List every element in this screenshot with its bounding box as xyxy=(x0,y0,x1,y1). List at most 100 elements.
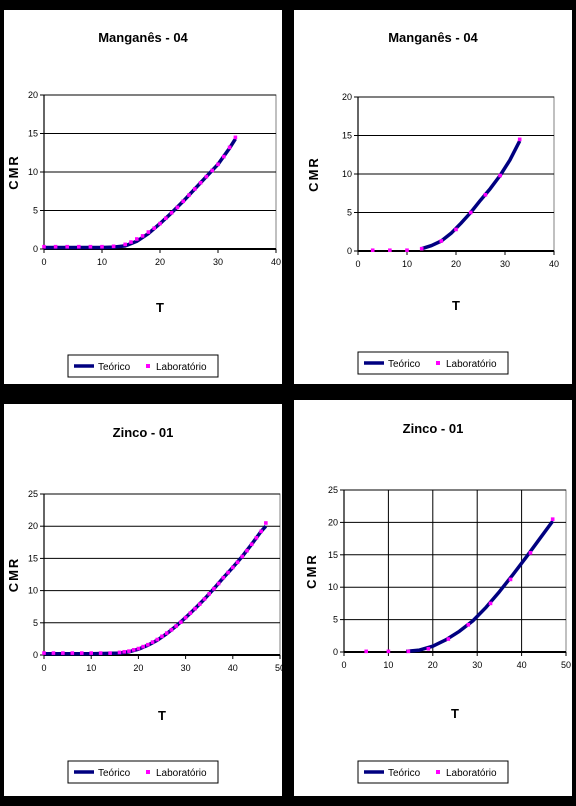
legend-label-laboratorio: Laboratório xyxy=(156,768,207,779)
data-point-laboratorio xyxy=(146,642,150,647)
data-point-laboratorio xyxy=(70,651,75,655)
y-axis-title: CMR xyxy=(304,553,319,589)
data-point-laboratorio xyxy=(187,193,191,197)
data-point-laboratorio xyxy=(254,535,259,540)
data-point-laboratorio xyxy=(140,234,145,238)
data-point-laboratorio xyxy=(197,602,202,606)
chart-svg: Manganês - 04 0 5 10 15 20 0 10 20 30 40 T CMR Teóric… xyxy=(306,30,559,375)
legend-swatch-laboratorio xyxy=(436,361,440,365)
x-axis-title: T xyxy=(158,708,166,723)
x-tick-label: 0 xyxy=(355,259,360,269)
data-point-laboratorio xyxy=(202,597,207,601)
data-point-laboratorio xyxy=(193,606,197,611)
chart-panel-zinco-2: Zinco - 01 0 5 10 15 20 25 0 10 20 30 40 50 T CMR Teóri… xyxy=(294,400,572,796)
series-line-teorico xyxy=(406,520,555,654)
y-tick-label: 20 xyxy=(328,517,338,527)
y-tick-label: 0 xyxy=(333,647,338,657)
data-point-laboratorio xyxy=(61,651,65,655)
data-point-laboratorio xyxy=(207,592,211,596)
x-axis-title: T xyxy=(156,300,164,315)
chart-title: Manganês - 04 xyxy=(388,30,478,45)
data-point-laboratorio xyxy=(426,646,431,651)
legend-box xyxy=(67,760,219,784)
data-point-laboratorio xyxy=(111,244,116,249)
data-point-laboratorio xyxy=(42,651,46,655)
data-point-laboratorio xyxy=(498,173,502,178)
y-tick-label: 15 xyxy=(342,131,352,141)
data-point-laboratorio xyxy=(155,637,160,642)
y-tick-label: 0 xyxy=(33,650,38,660)
x-tick-label: 30 xyxy=(472,660,482,670)
y-tick-label: 15 xyxy=(328,550,338,560)
y-tick-label: 10 xyxy=(342,169,352,179)
y-tick-label: 25 xyxy=(28,489,38,499)
x-axis-title: T xyxy=(451,706,459,721)
x-tick-label: 20 xyxy=(155,257,165,267)
data-point-laboratorio xyxy=(517,137,522,142)
x-tick-label: 20 xyxy=(451,259,461,269)
data-point-laboratorio xyxy=(227,145,232,150)
chart-title: Manganês - 04 xyxy=(98,30,188,45)
data-point-laboratorio xyxy=(160,634,164,639)
plot-area xyxy=(43,493,281,656)
x-tick-label: 50 xyxy=(275,663,282,673)
data-point-laboratorio xyxy=(364,649,368,654)
legend-label-teorico: Teórico xyxy=(388,359,421,370)
x-tick-label: 50 xyxy=(561,660,571,670)
data-point-laboratorio xyxy=(193,187,197,191)
data-point-laboratorio xyxy=(77,244,81,249)
y-axis-title: CMR xyxy=(306,156,321,192)
x-tick-label: 30 xyxy=(181,663,191,673)
x-tick-label: 30 xyxy=(213,257,223,267)
legend-box xyxy=(357,760,509,784)
chart-svg: Zinco - 01 0 5 10 15 20 25 0 10 20 30 40 50 T CMR Teóri… xyxy=(304,421,571,784)
data-point-laboratorio xyxy=(141,644,145,649)
data-point-laboratorio xyxy=(216,162,220,167)
data-point-laboratorio xyxy=(221,575,226,580)
data-point-laboratorio xyxy=(65,244,69,249)
x-tick-label: 0 xyxy=(341,660,346,670)
y-tick-label: 0 xyxy=(347,246,352,256)
x-tick-label: 20 xyxy=(428,660,438,670)
y-tick-label: 5 xyxy=(33,206,38,216)
data-point-laboratorio xyxy=(136,646,141,651)
y-tick-label: 20 xyxy=(28,90,38,100)
data-point-laboratorio xyxy=(175,205,180,210)
data-point-laboratorio xyxy=(231,565,235,570)
data-point-laboratorio xyxy=(42,244,46,249)
data-point-laboratorio xyxy=(158,221,162,226)
chart-svg: Zinco - 01 0 5 10 15 20 25 0 10 20 30 40 50 T CMR Teóri… xyxy=(6,425,282,784)
y-tick-label: 25 xyxy=(328,485,338,495)
plot-area xyxy=(343,489,567,653)
data-point-laboratorio xyxy=(135,237,139,241)
data-point-laboratorio xyxy=(454,227,458,232)
data-point-laboratorio xyxy=(240,554,245,559)
chart-title: Zinco - 01 xyxy=(403,421,464,436)
x-tick-label: 40 xyxy=(517,660,527,670)
legend-swatch-laboratorio xyxy=(436,770,440,774)
data-point-laboratorio xyxy=(53,244,58,249)
legend-swatch-laboratorio xyxy=(146,364,150,368)
y-tick-label: 5 xyxy=(333,615,338,625)
data-point-laboratorio xyxy=(122,649,127,654)
data-point-laboratorio xyxy=(508,577,513,582)
data-point-laboratorio xyxy=(528,551,533,555)
x-tick-label: 0 xyxy=(41,663,46,673)
data-point-laboratorio xyxy=(129,240,133,244)
data-point-laboratorio xyxy=(79,651,84,655)
data-point-laboratorio xyxy=(245,548,249,553)
x-tick-label: 30 xyxy=(500,259,510,269)
x-tick-label: 0 xyxy=(41,257,46,267)
data-point-laboratorio xyxy=(150,640,155,644)
data-point-laboratorio xyxy=(212,586,216,591)
data-point-laboratorio xyxy=(164,216,168,220)
data-point-laboratorio xyxy=(488,601,493,606)
chart-panel-manganes-1: Manganês - 04 0 5 10 15 20 0 10 20 30 40 T CMR Teóric… xyxy=(4,10,282,384)
y-tick-label: 5 xyxy=(347,208,352,218)
data-point-laboratorio xyxy=(386,649,391,654)
x-tick-label: 10 xyxy=(97,257,107,267)
y-tick-label: 20 xyxy=(28,521,38,531)
data-point-laboratorio xyxy=(446,637,451,641)
legend-label-teorico: Teórico xyxy=(98,362,131,373)
y-tick-label: 10 xyxy=(28,586,38,596)
